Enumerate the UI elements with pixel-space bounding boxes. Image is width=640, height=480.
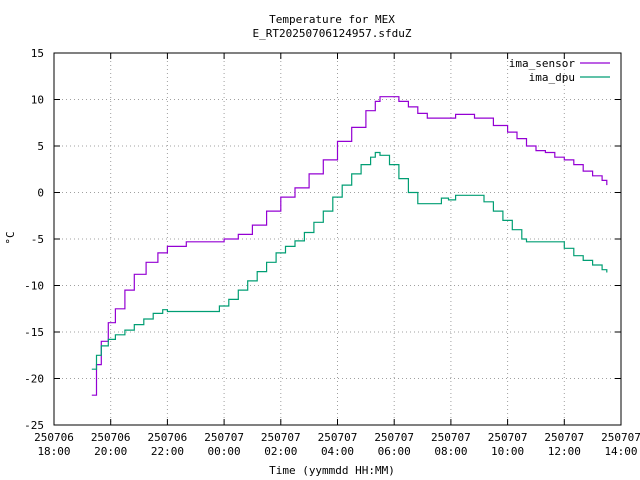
- x-tick-label-date: 250707: [204, 431, 244, 444]
- x-tick-label-time: 10:00: [491, 445, 524, 458]
- x-tick-label-time: 18:00: [37, 445, 70, 458]
- x-tick-label-date: 250707: [318, 431, 358, 444]
- x-tick-label-time: 00:00: [208, 445, 241, 458]
- y-tick-label: 15: [31, 47, 44, 60]
- grid-lines: [54, 53, 621, 425]
- x-tick-label-date: 250707: [544, 431, 584, 444]
- x-tick-label-time: 14:00: [604, 445, 637, 458]
- x-tick-label-date: 250707: [601, 431, 640, 444]
- axis-ticks: -25-20-15-10-505101525070618:0025070620:…: [24, 47, 640, 458]
- series-lines: [91, 96, 608, 396]
- y-tick-label: 0: [37, 187, 44, 200]
- legend-label-ima-sensor: ima_sensor: [509, 57, 576, 70]
- x-tick-label-date: 250706: [34, 431, 74, 444]
- chart-subtitle: E_RT20250706124957.sfduZ: [253, 27, 412, 40]
- legend: ima_sensor ima_dpu: [509, 57, 610, 84]
- y-tick-label: 10: [31, 94, 44, 107]
- y-axis-label: °C: [4, 231, 17, 244]
- x-tick-label-time: 04:00: [321, 445, 354, 458]
- y-tick-label: -5: [31, 233, 44, 246]
- x-tick-label-time: 06:00: [378, 445, 411, 458]
- x-tick-label-date: 250707: [261, 431, 301, 444]
- series-line-ima-sensor: [91, 96, 608, 396]
- y-tick-label: -25: [24, 419, 44, 432]
- x-tick-label-date: 250706: [148, 431, 188, 444]
- x-tick-label-time: 12:00: [548, 445, 581, 458]
- x-tick-label-date: 250707: [431, 431, 471, 444]
- y-tick-label: -15: [24, 326, 44, 339]
- x-tick-label-date: 250707: [374, 431, 414, 444]
- series-line-ima-dpu: [91, 151, 608, 370]
- legend-label-ima-dpu: ima_dpu: [529, 71, 575, 84]
- y-tick-label: 5: [37, 140, 44, 153]
- x-tick-label-time: 02:00: [264, 445, 297, 458]
- x-tick-label-date: 250707: [488, 431, 528, 444]
- x-tick-label-date: 250706: [91, 431, 131, 444]
- x-axis-label: Time (yymmdd HH:MM): [269, 464, 395, 477]
- x-tick-label-time: 22:00: [151, 445, 184, 458]
- chart-title: Temperature for MEX: [269, 13, 395, 26]
- x-tick-label-time: 08:00: [434, 445, 467, 458]
- y-tick-label: -20: [24, 373, 44, 386]
- y-tick-label: -10: [24, 280, 44, 293]
- x-tick-label-time: 20:00: [94, 445, 127, 458]
